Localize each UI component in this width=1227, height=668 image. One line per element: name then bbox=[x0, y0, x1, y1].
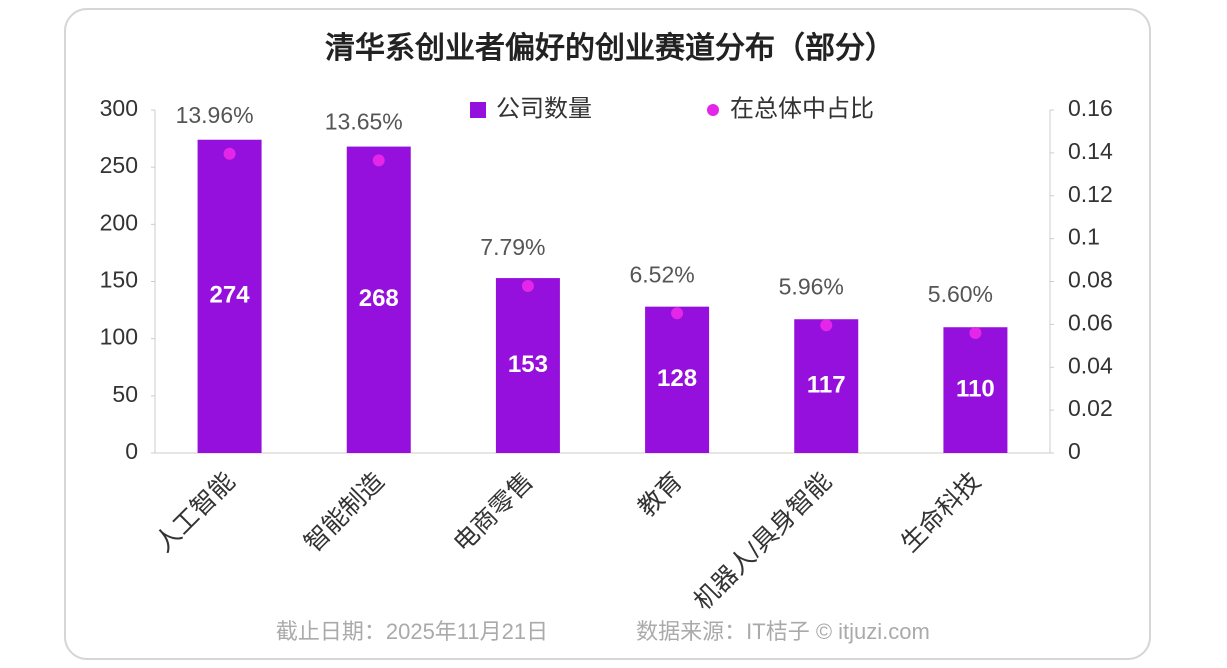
y2-tick-label: 0.1 bbox=[1068, 224, 1100, 250]
y-tick-label: 100 bbox=[100, 324, 138, 350]
y2-tick-label: 0.04 bbox=[1068, 352, 1113, 378]
y2-tick-label: 0.06 bbox=[1068, 309, 1113, 335]
bar bbox=[794, 319, 859, 453]
y-tick-label: 0 bbox=[125, 438, 138, 464]
footnote: 截止日期：2025年11月21日 bbox=[276, 619, 548, 644]
y-tick-label: 200 bbox=[100, 209, 138, 235]
point bbox=[820, 319, 833, 332]
y-tick-label: 50 bbox=[112, 381, 138, 407]
bar-value-label: 110 bbox=[956, 375, 995, 402]
bar bbox=[943, 327, 1008, 453]
bar bbox=[645, 306, 710, 453]
card bbox=[64, 8, 1151, 660]
point-value-label: 7.79% bbox=[480, 234, 545, 260]
bar-value-label: 274 bbox=[210, 282, 251, 309]
y2-tick-label: 0.16 bbox=[1068, 95, 1113, 121]
point bbox=[223, 147, 236, 160]
y-tick-label: 300 bbox=[100, 95, 138, 121]
y2-tick-label: 0.08 bbox=[1068, 267, 1113, 293]
point-value-label: 13.65% bbox=[325, 108, 403, 134]
bar-value-label: 153 bbox=[508, 351, 548, 378]
point-value-label: 5.60% bbox=[928, 281, 993, 307]
point bbox=[372, 154, 385, 167]
point-value-label: 5.96% bbox=[779, 273, 844, 299]
legend-label: 公司数量 bbox=[496, 95, 592, 122]
legend-marker bbox=[470, 102, 486, 118]
legend-marker bbox=[707, 104, 719, 116]
legend-label: 在总体中占比 bbox=[730, 95, 874, 122]
footnote: 数据来源：IT桔子 © itjuzi.com bbox=[636, 619, 930, 644]
point-value-label: 6.52% bbox=[629, 261, 694, 287]
bar bbox=[197, 139, 262, 453]
y2-tick-label: 0.02 bbox=[1068, 395, 1113, 421]
bar-value-label: 117 bbox=[807, 371, 846, 398]
bar bbox=[495, 278, 560, 453]
y-tick-label: 150 bbox=[100, 267, 138, 293]
y2-tick-label: 0 bbox=[1068, 438, 1081, 464]
point bbox=[521, 280, 534, 293]
y2-tick-label: 0.12 bbox=[1068, 181, 1113, 207]
bar bbox=[346, 146, 411, 453]
point-value-label: 13.96% bbox=[176, 102, 254, 128]
y2-tick-label: 0.14 bbox=[1068, 138, 1113, 164]
bar-value-label: 268 bbox=[359, 285, 399, 312]
point bbox=[969, 326, 982, 339]
y-tick-label: 250 bbox=[100, 152, 138, 178]
bar-value-label: 128 bbox=[657, 365, 697, 392]
chart-title: 清华系创业者偏好的创业赛道分布（部分） bbox=[325, 31, 895, 65]
point bbox=[671, 307, 684, 320]
